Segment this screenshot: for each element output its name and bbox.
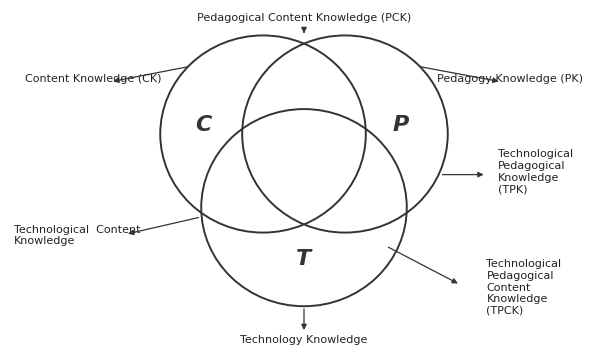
Text: P: P [393, 115, 409, 135]
Text: Technological
Pedagogical
Knowledge
(TPK): Technological Pedagogical Knowledge (TPK… [497, 149, 573, 194]
Text: T: T [297, 248, 311, 269]
Text: Pedagogy Knowledge (PK): Pedagogy Knowledge (PK) [437, 74, 583, 84]
Text: Pedagogical Content Knowledge (PCK): Pedagogical Content Knowledge (PCK) [197, 13, 411, 23]
Text: Technological  Content
Knowledge: Technological Content Knowledge [13, 225, 140, 246]
Text: Technology Knowledge: Technology Knowledge [240, 335, 368, 345]
Text: Technological
Pedagogical
Content
Knowledge
(TPCK): Technological Pedagogical Content Knowle… [486, 260, 562, 316]
Text: C: C [195, 115, 212, 135]
Text: Content Knowledge (CK): Content Knowledge (CK) [25, 74, 161, 84]
